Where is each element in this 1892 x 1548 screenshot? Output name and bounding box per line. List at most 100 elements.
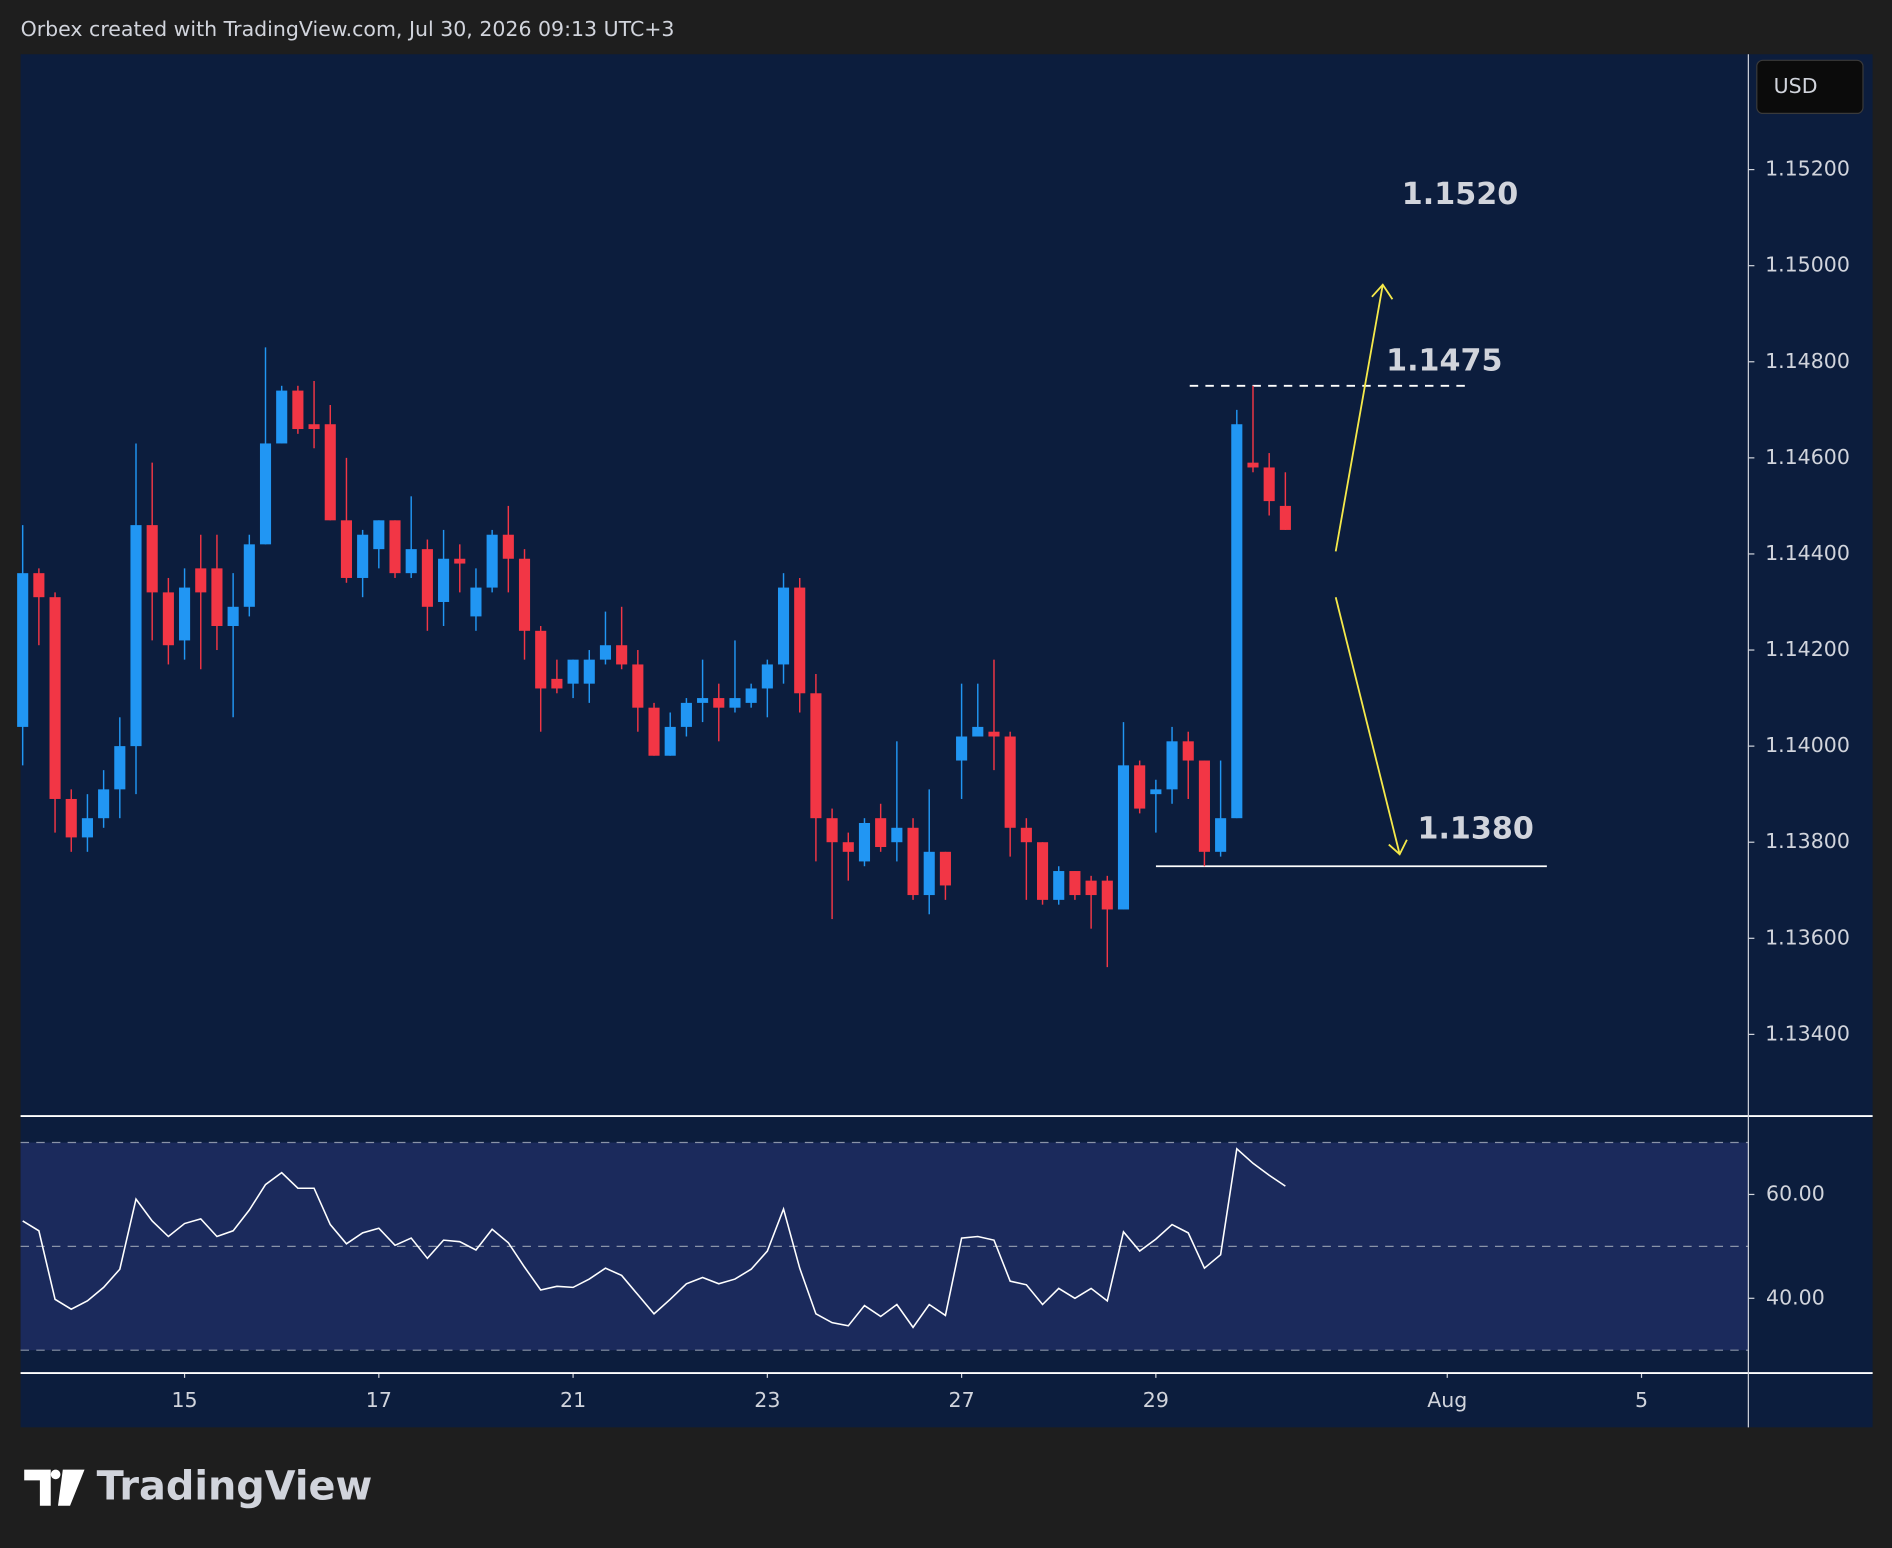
candle-body xyxy=(421,549,433,607)
candle-body xyxy=(389,520,401,574)
candle-body xyxy=(502,534,514,559)
candle-body xyxy=(438,558,450,602)
rsi-line xyxy=(22,1147,1286,1329)
candle-body xyxy=(324,424,336,521)
candle-body xyxy=(1004,736,1016,828)
candle-body xyxy=(891,827,903,843)
candle-body xyxy=(195,568,207,593)
candle-body xyxy=(713,698,725,708)
candle-body xyxy=(1263,467,1275,502)
candle-body xyxy=(875,818,887,848)
x-tick-label: 21 xyxy=(560,1388,586,1412)
candle-body xyxy=(259,443,272,545)
y-tick-label: 1.14000 xyxy=(1765,733,1850,757)
candle-body xyxy=(227,606,239,627)
candle-body xyxy=(470,587,482,617)
candle-body xyxy=(810,693,822,819)
candle-body xyxy=(1247,462,1259,468)
candle-body xyxy=(33,573,45,598)
candle-body xyxy=(373,520,385,550)
x-tick-label: 27 xyxy=(949,1388,975,1412)
x-tick-label: 5 xyxy=(1635,1388,1648,1412)
y-tick-label: 1.13400 xyxy=(1765,1021,1850,1045)
plot-layer: 1.15200 1.15000 1.14800 1.14600 1.14400 1.142… xyxy=(17,157,1850,1412)
candle-body xyxy=(454,558,466,564)
time-axis xyxy=(20,1373,1749,1428)
candle-body xyxy=(923,851,935,896)
x-tick-label: 23 xyxy=(754,1388,780,1412)
candle-body xyxy=(130,525,142,747)
candle-body xyxy=(567,659,579,684)
logo-text: TradingView xyxy=(97,1463,373,1509)
candle-body xyxy=(98,789,110,819)
candle-body xyxy=(583,659,595,684)
candle-body xyxy=(1150,789,1162,795)
y-tick-label: 1.13800 xyxy=(1765,829,1850,853)
candle-body xyxy=(292,390,304,430)
candle-body xyxy=(114,746,126,790)
arrow-head xyxy=(1371,283,1394,300)
candle-body xyxy=(761,664,773,689)
candle-body xyxy=(842,842,854,852)
candle-body xyxy=(1231,424,1243,819)
y-tick-label: 40.00 xyxy=(1766,1285,1825,1309)
candle-body xyxy=(648,707,660,756)
x-tick-label: 29 xyxy=(1143,1388,1169,1412)
candle-body xyxy=(599,645,612,660)
candle-body xyxy=(65,798,77,838)
y-tick-label: 1.13600 xyxy=(1765,925,1850,949)
candle-body xyxy=(211,568,223,627)
candle-body xyxy=(551,678,563,689)
x-tick-label: 15 xyxy=(172,1388,198,1412)
candle-body xyxy=(745,688,757,703)
candle-body xyxy=(794,587,806,694)
logo: TradingView xyxy=(24,1463,372,1509)
candle-body xyxy=(1198,760,1210,852)
candle-body xyxy=(1020,827,1032,843)
y-tick-label: 1.15200 xyxy=(1765,157,1850,181)
candle-body xyxy=(243,544,255,607)
candle-body xyxy=(162,592,174,646)
candle-body xyxy=(680,702,692,727)
candle-body xyxy=(1279,505,1291,530)
candle-body xyxy=(1069,871,1081,896)
y-tick-label: 1.14800 xyxy=(1765,349,1850,373)
candle-body xyxy=(664,726,676,756)
candle-body xyxy=(939,851,951,886)
candle-body xyxy=(1036,842,1049,900)
arrow-down xyxy=(1334,597,1401,855)
candle-body xyxy=(1101,880,1113,910)
candle-body xyxy=(146,525,158,593)
y-tick-label: 1.14200 xyxy=(1765,637,1850,661)
currency[interactable]: USD xyxy=(1774,74,1818,98)
candle-body xyxy=(179,587,191,641)
candle-body xyxy=(405,549,417,574)
candle-body xyxy=(535,630,547,689)
candle-body xyxy=(988,731,1000,737)
candle-body xyxy=(1085,880,1097,896)
candle-body xyxy=(1182,741,1194,761)
candle-body xyxy=(357,534,369,578)
y-tick-label: 1.14400 xyxy=(1765,541,1850,565)
y-tick-label: 60.00 xyxy=(1766,1181,1825,1205)
currency-box[interactable] xyxy=(1756,59,1864,115)
y-tick-label: 1.14600 xyxy=(1765,445,1850,469)
candle-body xyxy=(518,558,531,631)
candle-body xyxy=(616,645,628,665)
annotation: 1.1380 xyxy=(1417,812,1533,847)
annotation: 1.1475 xyxy=(1386,343,1502,378)
candle-body xyxy=(1134,765,1146,809)
candle-body xyxy=(1215,818,1227,852)
candle-body xyxy=(81,818,93,838)
y-tick-label: 1.15000 xyxy=(1765,253,1850,277)
candle-body xyxy=(972,726,984,737)
candle-body xyxy=(956,736,968,761)
arrow-up xyxy=(1334,284,1384,552)
candle-body xyxy=(308,424,320,430)
header: Orbex created with TradingView.com, Jul … xyxy=(21,17,675,41)
candle-body xyxy=(858,822,871,862)
arrows xyxy=(1334,283,1408,856)
price-pane xyxy=(20,54,1749,1117)
